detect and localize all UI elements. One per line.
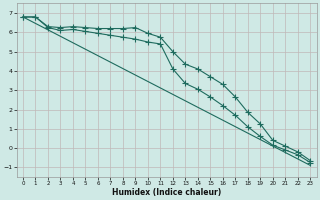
X-axis label: Humidex (Indice chaleur): Humidex (Indice chaleur) [112, 188, 221, 197]
